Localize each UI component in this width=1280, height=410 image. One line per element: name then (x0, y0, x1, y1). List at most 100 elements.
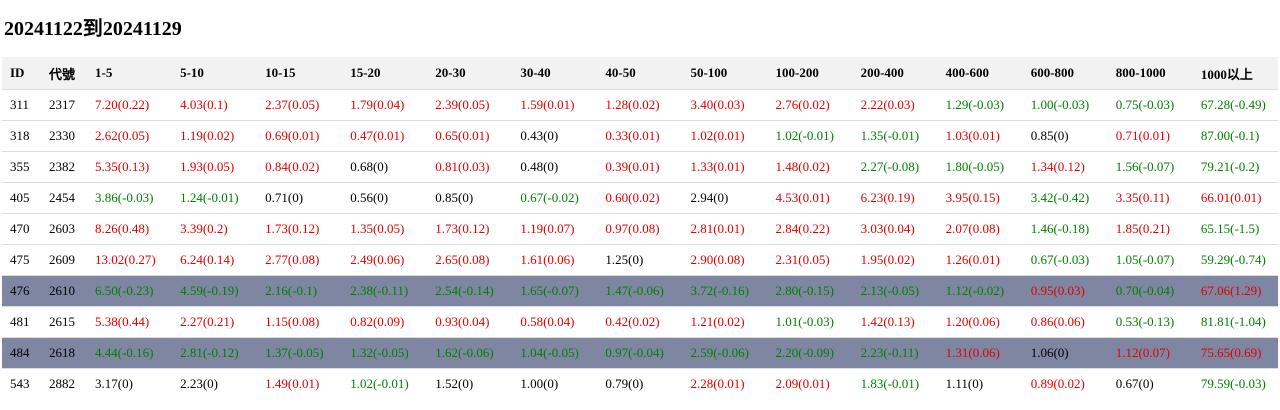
value-cell: 1.11(0) (937, 368, 1023, 399)
value-cell: 1.29(-0.03) (937, 89, 1023, 121)
value-cell: 1.65(-0.07) (512, 275, 598, 307)
id-cell: 355 (2, 151, 41, 183)
value-cell: 0.60(0.02) (597, 182, 683, 214)
value-cell: 0.47(0.01) (342, 120, 428, 152)
value-cell: 1.00(0) (512, 368, 598, 399)
value-cell: 2.80(-0.15) (767, 275, 853, 307)
value-cell: 1.21(0.02) (682, 306, 768, 338)
table-body: 311 2317 7.20(0.22) 4.03(0.1) 2.37(0.05) 1.79… (2, 89, 1278, 399)
value-cell: 2.77(0.08) (257, 244, 343, 276)
value-cell: 0.89(0.02) (1022, 368, 1108, 399)
value-cell: 2.28(0.01) (682, 368, 768, 399)
value-cell: 5.38(0.44) (87, 306, 173, 338)
value-cell: 13.02(0.27) (87, 244, 173, 276)
value-cell: 1.12(-0.02) (937, 275, 1023, 307)
value-cell: 1.93(0.05) (172, 151, 258, 183)
table-row: 481 2615 5.38(0.44) 2.27(0.21) 1.15(0.08) 0.8… (2, 306, 1278, 338)
value-cell: 1.48(0.02) (767, 151, 853, 183)
value-cell: 1.05(-0.07) (1107, 244, 1193, 276)
value-cell: 1.04(-0.05) (512, 337, 598, 369)
value-cell: 0.67(-0.02) (512, 182, 598, 214)
column-header: ID (2, 57, 41, 90)
column-header: 200-400 (852, 57, 938, 90)
value-cell: 3.03(0.04) (852, 213, 938, 245)
table-row: 355 2382 5.35(0.13) 1.93(0.05) 0.84(0.02) 0.6… (2, 151, 1278, 183)
value-cell: 0.42(0.02) (597, 306, 683, 338)
value-cell: 1.19(0.02) (172, 120, 258, 152)
value-cell: 2.38(-0.11) (342, 275, 428, 307)
id-cell: 475 (2, 244, 41, 276)
id-cell: 2609 (41, 244, 87, 276)
column-header: 100-200 (767, 57, 853, 90)
value-cell: 59.29(-0.74) (1192, 244, 1278, 276)
id-cell: 2330 (41, 120, 87, 152)
table-row: 311 2317 7.20(0.22) 4.03(0.1) 2.37(0.05) 1.79… (2, 89, 1278, 121)
value-cell: 3.72(-0.16) (682, 275, 768, 307)
value-cell: 1.49(0.01) (257, 368, 343, 399)
value-cell: 1.80(-0.05) (937, 151, 1023, 183)
value-cell: 8.26(0.48) (87, 213, 173, 245)
value-cell: 3.86(-0.03) (87, 182, 173, 214)
value-cell: 0.97(-0.04) (597, 337, 683, 369)
value-cell: 1.59(0.01) (512, 89, 598, 121)
table-row: 405 2454 3.86(-0.03) 1.24(-0.01) 0.71(0) 0.56… (2, 182, 1278, 214)
value-cell: 1.15(0.08) (257, 306, 343, 338)
value-cell: 2.16(-0.1) (257, 275, 343, 307)
id-cell: 318 (2, 120, 41, 152)
id-cell: 2610 (41, 275, 87, 307)
value-cell: 79.59(-0.03) (1192, 368, 1278, 399)
value-cell: 1.83(-0.01) (852, 368, 938, 399)
value-cell: 3.17(0) (87, 368, 173, 399)
id-cell: 470 (2, 213, 41, 245)
value-cell: 1.47(-0.06) (597, 275, 683, 307)
value-cell: 1.28(0.02) (597, 89, 683, 121)
value-cell: 0.93(0.04) (427, 306, 513, 338)
value-cell: 1.25(0) (597, 244, 683, 276)
value-cell: 1.24(-0.01) (172, 182, 258, 214)
value-cell: 1.52(0) (427, 368, 513, 399)
value-cell: 1.73(0.12) (257, 213, 343, 245)
value-cell: 3.42(-0.42) (1022, 182, 1108, 214)
value-cell: 0.82(0.09) (342, 306, 428, 338)
value-cell: 2.20(-0.09) (767, 337, 853, 369)
value-cell: 1.42(0.13) (852, 306, 938, 338)
value-cell: 2.49(0.06) (342, 244, 428, 276)
value-cell: 0.95(0.03) (1022, 275, 1108, 307)
value-cell: 2.22(0.03) (852, 89, 938, 121)
table-row: 470 2603 8.26(0.48) 3.39(0.2) 1.73(0.12) 1.35… (2, 213, 1278, 245)
value-cell: 67.28(-0.49) (1192, 89, 1278, 121)
column-header: 40-50 (597, 57, 683, 90)
value-cell: 75.65(0.69) (1192, 337, 1278, 369)
id-cell: 2382 (41, 151, 87, 183)
value-cell: 2.37(0.05) (257, 89, 343, 121)
value-cell: 2.76(0.02) (767, 89, 853, 121)
table-row: 475 2609 13.02(0.27) 6.24(0.14) 2.77(0.08) 2.… (2, 244, 1278, 276)
value-cell: 1.19(0.07) (512, 213, 598, 245)
value-cell: 3.35(0.11) (1107, 182, 1193, 214)
value-cell: 1.35(0.05) (342, 213, 428, 245)
value-cell: 2.81(0.01) (682, 213, 768, 245)
column-header: 30-40 (512, 57, 598, 90)
value-cell: 0.67(0) (1107, 368, 1193, 399)
value-cell: 1.85(0.21) (1107, 213, 1193, 245)
value-cell: 2.90(0.08) (682, 244, 768, 276)
value-cell: 1.61(0.06) (512, 244, 598, 276)
value-cell: 0.48(0) (512, 151, 598, 183)
column-header: 1000以上 (1192, 57, 1278, 90)
value-cell: 0.58(0.04) (512, 306, 598, 338)
value-cell: 0.67(-0.03) (1022, 244, 1108, 276)
value-cell: 2.65(0.08) (427, 244, 513, 276)
value-cell: 2.23(-0.11) (852, 337, 938, 369)
column-header: 600-800 (1022, 57, 1108, 90)
id-cell: 2603 (41, 213, 87, 245)
value-cell: 0.97(0.08) (597, 213, 683, 245)
value-cell: 1.00(-0.03) (1022, 89, 1108, 121)
value-cell: 2.81(-0.12) (172, 337, 258, 369)
value-cell: 67.06(1.29) (1192, 275, 1278, 307)
value-cell: 2.39(0.05) (427, 89, 513, 121)
id-cell: 543 (2, 368, 41, 399)
value-cell: 1.33(0.01) (682, 151, 768, 183)
value-cell: 65.15(-1.5) (1192, 213, 1278, 245)
value-cell: 1.02(0.01) (682, 120, 768, 152)
value-cell: 3.95(0.15) (937, 182, 1023, 214)
